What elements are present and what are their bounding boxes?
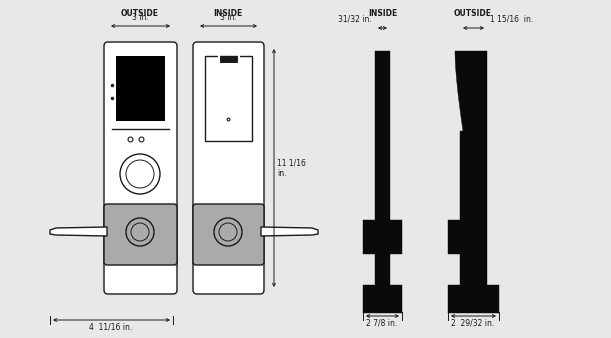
FancyBboxPatch shape bbox=[104, 42, 177, 294]
Bar bbox=[205, 56, 252, 141]
FancyBboxPatch shape bbox=[193, 42, 264, 294]
Text: 3 in.: 3 in. bbox=[131, 13, 148, 22]
Text: OUTSIDE: OUTSIDE bbox=[454, 8, 492, 18]
Text: 4  11/16 in.: 4 11/16 in. bbox=[89, 323, 133, 332]
Text: 3 in.: 3 in. bbox=[219, 13, 236, 22]
Polygon shape bbox=[50, 227, 107, 236]
FancyBboxPatch shape bbox=[193, 204, 264, 265]
Polygon shape bbox=[261, 227, 318, 236]
Text: 2  29/32 in.: 2 29/32 in. bbox=[452, 319, 495, 328]
Text: INSIDE: INSIDE bbox=[213, 8, 243, 18]
Text: OUTSIDE: OUTSIDE bbox=[121, 8, 159, 18]
Text: 11 1/16
in.: 11 1/16 in. bbox=[277, 158, 306, 178]
Text: 31/32 in.: 31/32 in. bbox=[338, 15, 372, 24]
Text: 2 7/8 in.: 2 7/8 in. bbox=[367, 319, 398, 328]
Bar bbox=[116, 56, 165, 121]
Text: 1 15/16  in.: 1 15/16 in. bbox=[490, 15, 533, 24]
Bar bbox=[219, 56, 238, 63]
Polygon shape bbox=[448, 51, 499, 313]
Text: INSIDE: INSIDE bbox=[368, 8, 398, 18]
FancyBboxPatch shape bbox=[104, 204, 177, 265]
Polygon shape bbox=[363, 51, 402, 313]
